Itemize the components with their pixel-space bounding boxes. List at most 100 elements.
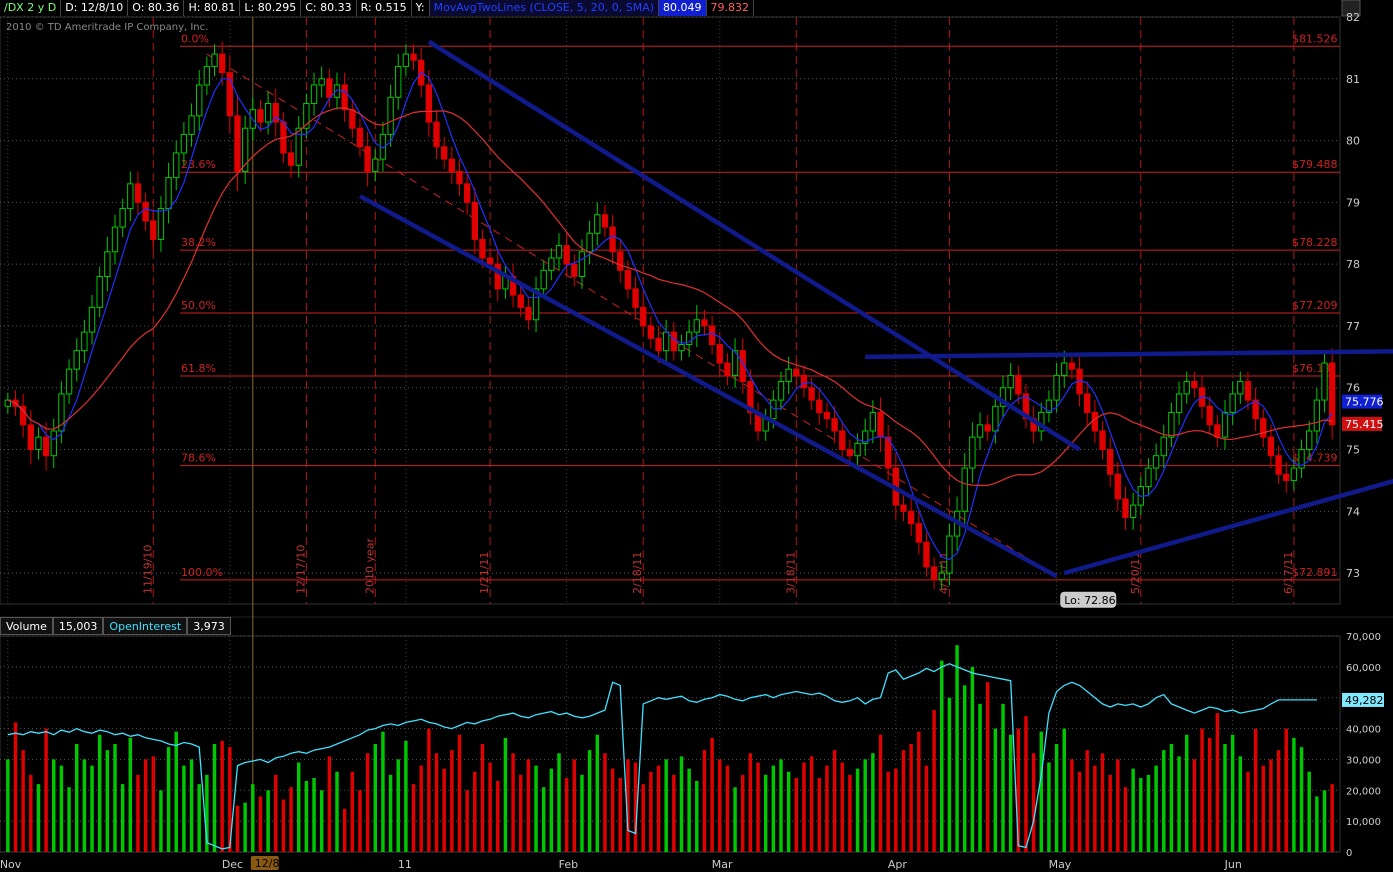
study-label[interactable]: MovAvgTwoLines (CLOSE, 5, 20, 0, SMA): [429, 0, 660, 16]
month-label: May: [1049, 858, 1072, 871]
candle-body: [816, 399, 823, 413]
candle-body: [150, 220, 157, 240]
trendline: [427, 39, 1081, 452]
month-label: Mar: [712, 858, 733, 871]
candle-body: [1022, 393, 1030, 420]
oi-value: 3,973: [187, 617, 231, 635]
candle-body: [42, 436, 50, 457]
high-label: H: 80.81: [184, 0, 241, 16]
candle-body: [525, 306, 532, 321]
candle-body: [1275, 455, 1282, 475]
price-axis-bg: [1342, 0, 1393, 604]
candle-body: [678, 343, 685, 352]
candle-body: [180, 133, 188, 154]
price-tick-label: 75: [1346, 444, 1360, 457]
price-tick-label: 80: [1346, 135, 1360, 148]
candle-body: [1091, 411, 1099, 432]
candle-body: [594, 214, 601, 234]
candle-body: [1145, 467, 1152, 488]
date-marker-label: 12/17/10: [294, 545, 307, 594]
candle-body: [930, 566, 938, 580]
candle-body: [938, 572, 945, 580]
fib-price-label: $78.228: [1292, 236, 1338, 249]
candle-body: [900, 504, 907, 512]
ma20-line: [7, 107, 1333, 486]
candle-body: [800, 374, 808, 389]
candle-body: [188, 115, 195, 135]
candle-body: [333, 84, 341, 98]
volume-header: Volume 15,003 OpenInterest 3,973: [0, 617, 231, 635]
oi-tag-label: 49,282: [1345, 694, 1384, 707]
candle-body: [402, 53, 410, 67]
month-label: Feb: [559, 858, 578, 871]
candle-body: [19, 405, 27, 426]
symbol-label[interactable]: /DX 2 y D: [0, 0, 62, 16]
candle-body: [662, 331, 670, 352]
date-label: D: 12/8/10: [61, 0, 129, 16]
candle-body: [1313, 399, 1321, 432]
copyright: 2010 © TD Ameritrade IP Company, Inc.: [6, 22, 209, 33]
price-tick-label: 74: [1346, 505, 1360, 518]
candle-body: [1007, 374, 1014, 389]
volume-label[interactable]: Volume: [0, 617, 53, 635]
candle-body: [356, 127, 364, 148]
candle-body: [173, 152, 180, 179]
ma2-value: 79.832: [706, 0, 755, 16]
candle-body: [1283, 473, 1290, 481]
month-label: Dec: [222, 858, 243, 871]
close-label: C: 80.33: [301, 0, 357, 16]
candle-body: [127, 183, 134, 210]
price-tick-label: 73: [1346, 567, 1360, 580]
price-tick-label: 78: [1346, 258, 1360, 271]
price-tick-label: 77: [1346, 320, 1360, 333]
candle-body: [410, 53, 417, 61]
fib-price-label: $72.891: [1292, 566, 1338, 579]
candle-body: [272, 103, 279, 123]
candle-body: [1252, 399, 1259, 420]
price-tick-label: 79: [1346, 196, 1360, 209]
candle-body: [119, 208, 126, 228]
candle-body: [532, 288, 540, 321]
candle-body: [517, 294, 524, 308]
candle-body: [976, 424, 984, 438]
candle-body: [670, 331, 678, 352]
candle-body: [1206, 405, 1213, 426]
candle-body: [632, 288, 639, 308]
fib-price-label: $79.488: [1292, 158, 1338, 171]
oi-label[interactable]: OpenInterest: [103, 617, 188, 635]
candle-body: [831, 418, 838, 432]
candle-body: [387, 96, 394, 135]
candle-body: [295, 127, 302, 166]
candle-body: [349, 109, 356, 129]
window-toggle-button[interactable]: [1341, 0, 1361, 17]
low-annotation-label: Lo: 72.86: [1064, 594, 1115, 607]
price-panel: [0, 16, 1341, 605]
candle-body: [96, 276, 103, 308]
candle-body: [35, 436, 42, 451]
candle-body: [111, 226, 119, 253]
price-tick-label: 81: [1346, 73, 1360, 86]
candle-body: [65, 368, 73, 395]
candle-body: [364, 146, 371, 172]
date-marker-label: 11/19/10: [141, 545, 154, 594]
candle-body: [1221, 411, 1229, 438]
candle-body: [655, 337, 662, 352]
candle-body: [540, 269, 547, 290]
trendline: [865, 349, 1393, 360]
candle-body: [1214, 424, 1221, 438]
candle-body: [999, 387, 1007, 407]
candle-body: [1328, 362, 1336, 426]
volume-tick-label: 70,000: [1346, 632, 1381, 643]
volume-tick-label: 30,000: [1346, 755, 1381, 766]
price-tag: [1342, 394, 1382, 409]
candle-body: [287, 152, 295, 166]
candle-body: [563, 245, 570, 265]
candle-body: [846, 449, 854, 457]
candle-body: [448, 158, 456, 172]
date-marker-label: 6/17/11: [1282, 552, 1295, 594]
fib-price-label: $81.526: [1292, 32, 1338, 45]
date-marker-label: 1/21/11: [478, 552, 491, 594]
candle-body: [739, 350, 746, 383]
candle-body: [257, 109, 264, 123]
